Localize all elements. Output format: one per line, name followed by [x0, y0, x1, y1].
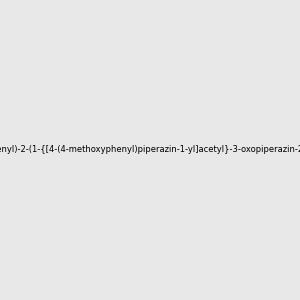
Text: N-(4-acetylphenyl)-2-(1-{[4-(4-methoxyphenyl)piperazin-1-yl]acetyl}-3-oxopiperaz: N-(4-acetylphenyl)-2-(1-{[4-(4-methoxyph… [0, 146, 300, 154]
